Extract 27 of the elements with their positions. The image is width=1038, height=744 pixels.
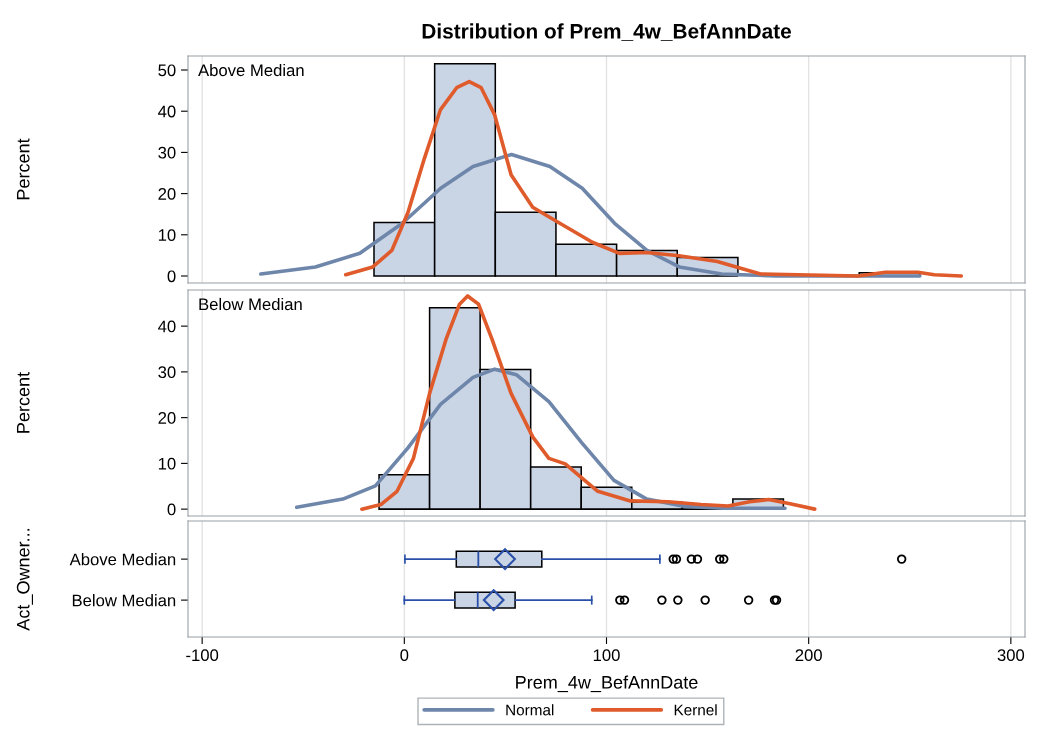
- y-axis-title: Act_Owner...: [16, 528, 33, 631]
- x-tick-label: 100: [593, 649, 620, 662]
- chart-title: Distribution of Prem_4w_BefAnnDate: [422, 23, 792, 41]
- y-tick-label: 0: [167, 503, 176, 516]
- y-tick-label: 20: [158, 412, 176, 424]
- y-tick-label: Above Median: [69, 553, 176, 566]
- y-axis-title: Percent: [16, 372, 30, 433]
- annotation: Above Median: [198, 63, 304, 77]
- x-tick-label: 200: [795, 649, 822, 662]
- y-tick-label: 50: [158, 64, 176, 77]
- y-tick-label: 0: [167, 270, 176, 283]
- x-tick-label: 0: [400, 649, 409, 662]
- x-tick-label: -100: [186, 649, 219, 662]
- y-tick-label: 30: [158, 366, 176, 379]
- y-tick-label: 20: [158, 188, 176, 200]
- y-tick-label: 30: [158, 146, 176, 159]
- y-tick-label: 40: [158, 320, 176, 333]
- y-tick-label: 40: [158, 105, 176, 118]
- x-tick-label: 300: [997, 649, 1025, 662]
- y-axis-title: Percent: [16, 138, 30, 200]
- annotation: Below Median: [199, 297, 302, 311]
- legend-label: Normal: [506, 704, 554, 716]
- legend-label: Kernel: [674, 704, 717, 716]
- y-tick-label: Below Median: [72, 594, 176, 607]
- y-tick-label: 10: [158, 229, 176, 241]
- x-axis-title: Prem_4w_BefAnnDate: [516, 675, 698, 693]
- y-tick-label: 10: [158, 457, 176, 470]
